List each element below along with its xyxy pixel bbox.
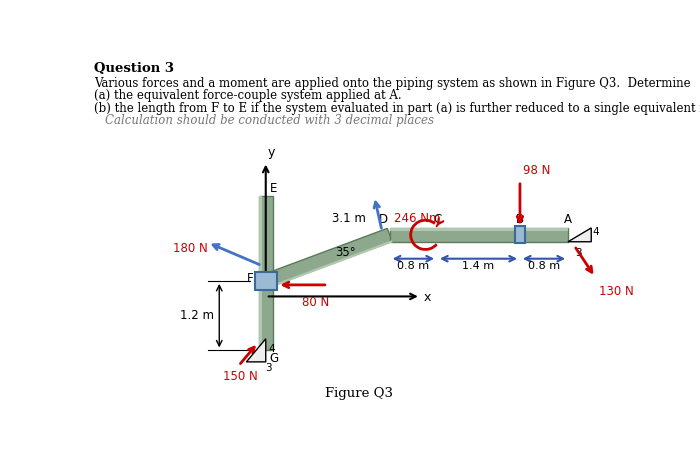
Text: D: D	[379, 212, 389, 225]
Text: 0.8 m: 0.8 m	[528, 261, 560, 271]
Text: 1.2 m: 1.2 m	[180, 309, 214, 322]
Text: 98 N: 98 N	[523, 164, 550, 177]
Bar	[259, 196, 262, 350]
Text: 0.8 m: 0.8 m	[398, 261, 429, 271]
Text: 3: 3	[575, 248, 582, 258]
Polygon shape	[263, 229, 392, 287]
Text: 246 Nm: 246 Nm	[393, 212, 440, 225]
Bar	[255, 272, 276, 290]
Polygon shape	[246, 339, 266, 362]
Text: 180 N: 180 N	[173, 242, 207, 255]
Text: 3.1 m: 3.1 m	[332, 212, 365, 225]
Text: (b) the length from F to E if the system evaluated in part (a) is further reduce: (b) the length from F to E if the system…	[94, 101, 700, 114]
Text: x: x	[424, 291, 431, 304]
Text: B: B	[516, 212, 524, 225]
Text: 4: 4	[593, 227, 599, 237]
Text: 130 N: 130 N	[599, 285, 634, 298]
Text: 35°: 35°	[335, 246, 356, 259]
Polygon shape	[568, 228, 592, 242]
Text: C: C	[433, 212, 441, 225]
Text: y: y	[268, 145, 276, 158]
Text: 150 N: 150 N	[223, 370, 258, 383]
Text: Figure Q3: Figure Q3	[325, 387, 393, 400]
Text: G: G	[270, 352, 279, 365]
Text: Calculation should be conducted with 3 decimal places: Calculation should be conducted with 3 d…	[104, 114, 433, 127]
Text: Question 3: Question 3	[94, 62, 174, 75]
Bar	[259, 196, 273, 350]
Text: 80 N: 80 N	[302, 296, 330, 309]
Text: E: E	[270, 182, 277, 195]
Text: 3: 3	[265, 363, 272, 374]
Text: 1.4 m: 1.4 m	[463, 261, 494, 271]
Bar	[390, 228, 568, 231]
Text: A: A	[564, 212, 572, 225]
Text: F: F	[246, 272, 253, 285]
Text: Various forces and a moment are applied onto the piping system as shown in Figur: Various forces and a moment are applied …	[94, 77, 690, 90]
Text: (a) the equivalent force-couple system applied at A.: (a) the equivalent force-couple system a…	[94, 89, 401, 102]
Bar	[514, 226, 526, 243]
Text: 4: 4	[268, 344, 274, 354]
Bar	[390, 228, 568, 242]
Polygon shape	[268, 240, 393, 289]
